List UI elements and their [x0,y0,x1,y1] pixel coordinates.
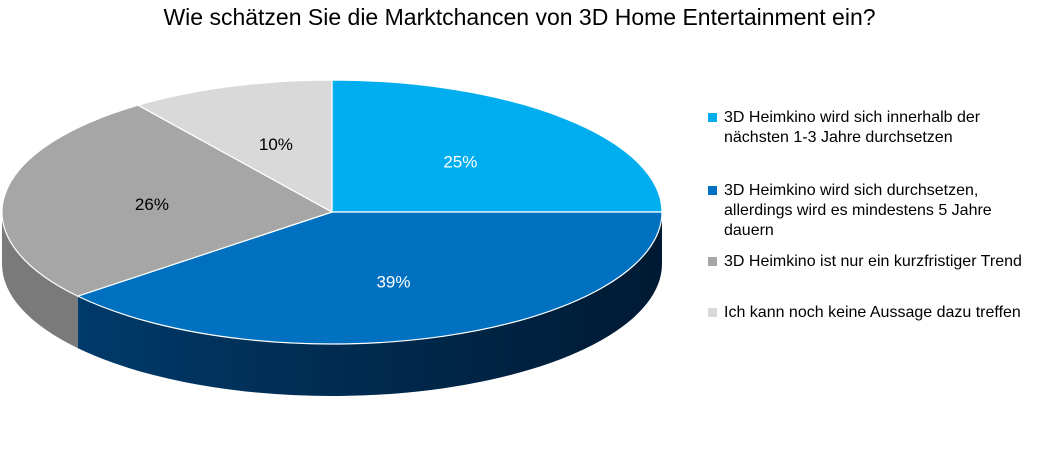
legend-swatch [708,308,717,317]
legend-item: 3D Heimkino wird sich durchsetzen, aller… [708,181,1028,241]
pie-side-2 [2,212,78,349]
pie-slice-3 [136,79,333,214]
legend-label: 3D Heimkino wird sich innerhalb der näch… [724,109,981,146]
legend-label: 3D Heimkino ist nur ein kurzfristiger Tr… [724,253,1022,270]
legend-label: 3D Heimkino wird sich durchsetzen, aller… [724,182,992,239]
legend-swatch [708,257,717,266]
data-label-0: 25% [443,153,477,172]
legend-item: Ich kann noch keine Aussage dazu treffen [708,303,1028,323]
legend-item: 3D Heimkino ist nur ein kurzfristiger Tr… [708,252,1028,272]
pie-slice-2 [1,104,334,297]
legend-swatch [708,186,717,195]
legend-label: Ich kann noch keine Aussage dazu treffen [724,304,1021,321]
pie-slice-1 [76,211,663,345]
pie-side-1 [77,212,662,396]
data-label-2: 26% [135,195,169,214]
chart-title: Wie schätzen Sie die Marktchancen von 3D… [163,4,876,30]
data-label-3: 10% [259,135,293,154]
legend: 3D Heimkino wird sich innerhalb der näch… [708,108,1028,323]
legend-swatch [708,113,717,122]
legend-item: 3D Heimkino wird sich innerhalb der näch… [708,108,1028,148]
pie-slice-0 [331,79,663,213]
data-label-1: 39% [376,272,410,291]
